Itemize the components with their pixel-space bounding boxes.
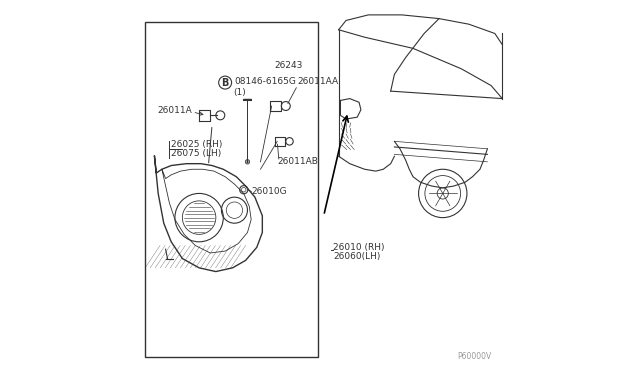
Text: 08146-6165G: 08146-6165G <box>234 77 296 86</box>
Text: P60000V: P60000V <box>457 352 491 361</box>
Text: (1): (1) <box>234 88 246 97</box>
Text: 26010G: 26010G <box>251 187 287 196</box>
Text: 26010 (RH): 26010 (RH) <box>333 243 385 252</box>
Text: 26075 (LH): 26075 (LH) <box>172 149 221 158</box>
Text: 26011A: 26011A <box>157 106 191 115</box>
Text: 26060(LH): 26060(LH) <box>333 252 380 261</box>
FancyBboxPatch shape <box>145 22 318 357</box>
Circle shape <box>245 160 250 164</box>
Text: 26011AA: 26011AA <box>298 77 339 86</box>
Text: 26243: 26243 <box>274 61 303 70</box>
Text: 26025 (RH): 26025 (RH) <box>172 140 223 149</box>
Text: 26011AB: 26011AB <box>277 157 318 166</box>
Text: B: B <box>221 78 229 87</box>
